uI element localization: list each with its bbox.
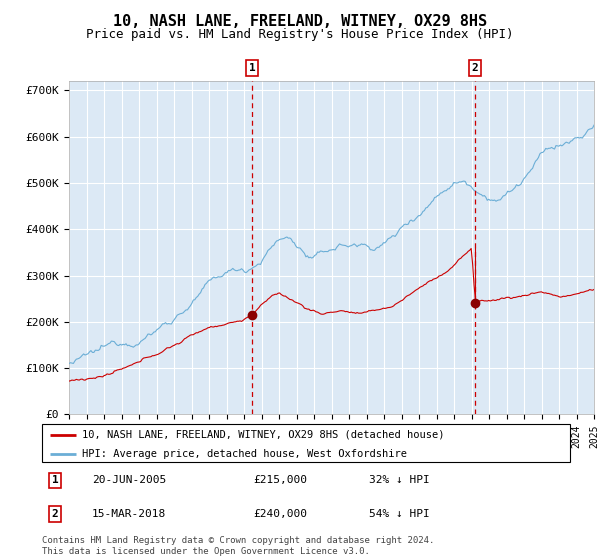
Text: 2: 2 <box>52 509 59 519</box>
Text: Price paid vs. HM Land Registry's House Price Index (HPI): Price paid vs. HM Land Registry's House … <box>86 28 514 41</box>
Text: 1: 1 <box>249 63 256 73</box>
Text: 32% ↓ HPI: 32% ↓ HPI <box>370 475 430 486</box>
Text: 1: 1 <box>52 475 59 486</box>
Text: £215,000: £215,000 <box>253 475 307 486</box>
Text: Contains HM Land Registry data © Crown copyright and database right 2024.
This d: Contains HM Land Registry data © Crown c… <box>42 536 434 556</box>
Text: 54% ↓ HPI: 54% ↓ HPI <box>370 509 430 519</box>
Text: 10, NASH LANE, FREELAND, WITNEY, OX29 8HS (detached house): 10, NASH LANE, FREELAND, WITNEY, OX29 8H… <box>82 430 444 440</box>
Text: HPI: Average price, detached house, West Oxfordshire: HPI: Average price, detached house, West… <box>82 449 407 459</box>
Text: £240,000: £240,000 <box>253 509 307 519</box>
Text: 10, NASH LANE, FREELAND, WITNEY, OX29 8HS: 10, NASH LANE, FREELAND, WITNEY, OX29 8H… <box>113 14 487 29</box>
Text: 15-MAR-2018: 15-MAR-2018 <box>92 509 166 519</box>
Text: 20-JUN-2005: 20-JUN-2005 <box>92 475 166 486</box>
Text: 2: 2 <box>472 63 479 73</box>
